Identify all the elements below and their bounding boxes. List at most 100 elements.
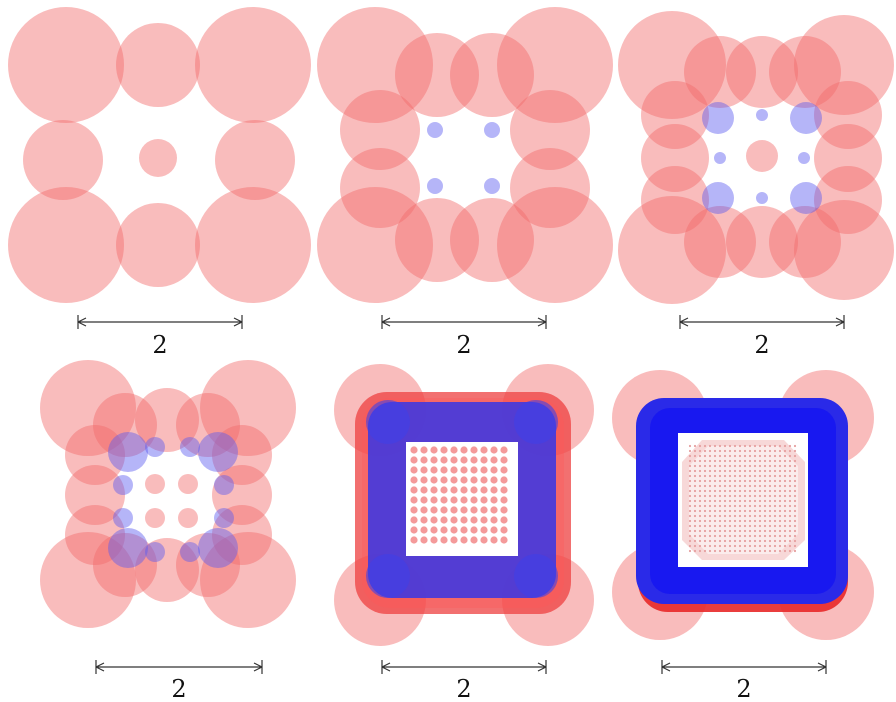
- grid-dot: [758, 474, 762, 478]
- grid-dot: [693, 489, 697, 493]
- grid-dot: [708, 514, 712, 518]
- grid-dot: [793, 459, 797, 463]
- grid-dot: [688, 474, 692, 478]
- grid-dot: [698, 489, 702, 493]
- grid-dot: [743, 494, 747, 498]
- grid-dot: [758, 444, 762, 448]
- grid-dot: [743, 529, 747, 533]
- grid-dot: [713, 484, 717, 488]
- grid-dot: [763, 469, 767, 473]
- grid-dot: [778, 474, 782, 478]
- grid-dot: [723, 549, 727, 553]
- grid-dot: [783, 444, 787, 448]
- grid-dot: [753, 489, 757, 493]
- grid-dot: [763, 514, 767, 518]
- grid-dot: [738, 469, 742, 473]
- grid-dot: [733, 499, 737, 503]
- grid-dot: [793, 474, 797, 478]
- grid-dot: [698, 519, 702, 523]
- scale-label: 2: [152, 331, 167, 359]
- grid-dot: [783, 449, 787, 453]
- grid-dot: [698, 494, 702, 498]
- grid-dot: [688, 464, 692, 468]
- grid-dot: [793, 504, 797, 508]
- grid-dot: [758, 499, 762, 503]
- grid-dot: [723, 534, 727, 538]
- grid-dot: [788, 479, 792, 483]
- grid-dot: [773, 494, 777, 498]
- grid-dot: [470, 516, 478, 524]
- grid-dot: [783, 534, 787, 538]
- grid-dot: [763, 504, 767, 508]
- grid-dot: [783, 549, 787, 553]
- grid-dot: [728, 469, 732, 473]
- grid-dot: [738, 549, 742, 553]
- grid-dot: [738, 534, 742, 538]
- grid-dot: [698, 449, 702, 453]
- grid-dot: [688, 454, 692, 458]
- grid-dot: [733, 484, 737, 488]
- grid-dot: [778, 539, 782, 543]
- grid-dot: [753, 494, 757, 498]
- grid-dot: [753, 444, 757, 448]
- grid-dot: [763, 449, 767, 453]
- grid-dot: [768, 494, 772, 498]
- grid-dot: [788, 549, 792, 553]
- grid-dot: [688, 479, 692, 483]
- grid-dot: [470, 506, 478, 514]
- grid-dot: [728, 534, 732, 538]
- grid-dot: [698, 499, 702, 503]
- blue-circles: [427, 122, 500, 194]
- grid-dot: [703, 479, 707, 483]
- grid-dot: [470, 496, 478, 504]
- grid-dot: [763, 489, 767, 493]
- grid-dot: [753, 524, 757, 528]
- grid-dot: [773, 479, 777, 483]
- grid-dot: [788, 489, 792, 493]
- grid-dot: [460, 536, 468, 544]
- grid-dot: [733, 469, 737, 473]
- grid-dot: [738, 519, 742, 523]
- red-circles: [317, 7, 613, 303]
- grid-dot: [723, 524, 727, 528]
- grid-dot: [688, 449, 692, 453]
- grid-dot: [793, 449, 797, 453]
- grid-dot: [713, 514, 717, 518]
- grid-dot: [450, 466, 458, 474]
- grid-dot: [410, 526, 418, 534]
- grid-dot: [763, 529, 767, 533]
- grid-dot: [693, 544, 697, 548]
- grid-dot: [713, 494, 717, 498]
- grid-dot: [693, 479, 697, 483]
- grid-dot: [698, 549, 702, 553]
- grid-dot: [738, 514, 742, 518]
- grid-dot: [738, 504, 742, 508]
- grid-dot: [698, 459, 702, 463]
- grid-dot: [793, 484, 797, 488]
- grid-dot: [490, 496, 498, 504]
- grid-dot: [450, 456, 458, 464]
- grid-dot: [718, 484, 722, 488]
- grid-dot: [500, 456, 508, 464]
- grid-dot: [753, 449, 757, 453]
- grid-dot: [743, 504, 747, 508]
- grid-dot: [793, 539, 797, 543]
- grid-dot: [490, 456, 498, 464]
- panel-2: 2: [317, 7, 613, 359]
- grid-dot: [763, 484, 767, 488]
- grid-dot: [693, 529, 697, 533]
- grid-dot: [778, 524, 782, 528]
- grid-dot: [723, 539, 727, 543]
- grid-dot: [698, 479, 702, 483]
- scale-bar: 2: [77, 315, 243, 359]
- grid-dot: [768, 449, 772, 453]
- grid-dot: [783, 464, 787, 468]
- grid-dot: [748, 509, 752, 513]
- grid-dot: [450, 476, 458, 484]
- grid-dot: [713, 464, 717, 468]
- grid-dot: [763, 444, 767, 448]
- grid-dot: [758, 509, 762, 513]
- grid-dot: [738, 449, 742, 453]
- grid-dot: [738, 494, 742, 498]
- grid-dot: [738, 509, 742, 513]
